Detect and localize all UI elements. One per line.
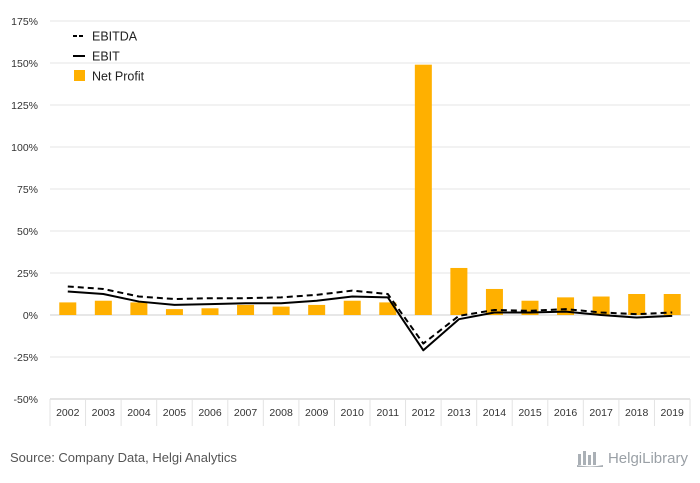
bar-net-profit xyxy=(272,306,290,315)
bar-net-profit xyxy=(130,302,148,315)
x-tick-label: 2010 xyxy=(341,407,365,419)
brand-name: HelgiLibrary xyxy=(607,449,688,467)
library-icon xyxy=(576,451,603,467)
grid xyxy=(50,20,690,400)
x-tick-label: 2016 xyxy=(554,407,578,419)
x-tick-label: 2008 xyxy=(269,407,293,419)
bar-net-profit xyxy=(663,294,681,315)
x-tick-label: 2014 xyxy=(483,407,507,419)
y-tick-label: 175% xyxy=(11,16,38,28)
legend: EBITDA EBIT Net Profit xyxy=(73,30,145,84)
bar-net-profit xyxy=(201,308,219,315)
x-tick-label: 2012 xyxy=(412,407,436,419)
y-tick-label: 50% xyxy=(17,226,38,238)
bar-net-profit xyxy=(414,64,432,316)
legend-label: EBITDA xyxy=(92,30,138,44)
bar-net-profit xyxy=(485,288,503,315)
bar-net-profit xyxy=(628,294,646,315)
helgi-library-logo[interactable]: HelgiLibrary xyxy=(576,448,688,468)
bar-net-profit xyxy=(308,304,326,315)
line-ebitda xyxy=(67,285,673,345)
line-ebit xyxy=(67,290,673,352)
bar-net-profit xyxy=(94,300,112,315)
legend-swatch xyxy=(74,70,85,81)
y-tick-label: 0% xyxy=(23,310,38,322)
x-tick-label: 2019 xyxy=(661,407,685,419)
y-tick-label: -50% xyxy=(13,394,38,406)
bar-net-profit xyxy=(165,309,183,315)
bar-net-profit xyxy=(343,300,361,315)
x-tick-label: 2002 xyxy=(56,407,80,419)
x-tick-label: 2017 xyxy=(589,407,613,419)
x-tick-label: 2006 xyxy=(198,407,222,419)
bar-net-profit xyxy=(379,302,397,315)
x-tick-label: 2009 xyxy=(305,407,329,419)
x-tick-label: 2003 xyxy=(92,407,116,419)
y-tick-label: -25% xyxy=(13,352,38,364)
x-tick-label: 2011 xyxy=(376,407,399,419)
legend-label: Net Profit xyxy=(92,70,145,84)
y-tick-label: 25% xyxy=(17,268,38,280)
y-tick-label: 125% xyxy=(11,100,38,112)
x-tick-label: 2005 xyxy=(163,407,187,419)
x-tick-label: 2018 xyxy=(625,407,649,419)
bar-net-profit xyxy=(592,296,610,315)
y-tick-label: 75% xyxy=(17,184,38,196)
lines xyxy=(67,285,673,352)
bar-net-profit xyxy=(450,267,468,315)
axes: -50% -25% 0% 25% 50% 75% 100% 125% 150% 175% 2002 2… xyxy=(11,16,691,426)
x-tick-label: 2013 xyxy=(447,407,471,419)
x-tick-label: 2007 xyxy=(234,407,258,419)
y-tick-label: 100% xyxy=(11,142,38,154)
y-tick-label: 150% xyxy=(11,58,38,70)
source-note: Source: Company Data, Helgi Analytics xyxy=(10,450,237,465)
x-tick-label: 2004 xyxy=(127,407,151,419)
x-tick-label: 2015 xyxy=(518,407,542,419)
bar-net-profit xyxy=(557,297,575,315)
bars-net-profit xyxy=(59,64,681,316)
bar-net-profit xyxy=(59,302,77,315)
legend-label: EBIT xyxy=(92,50,120,64)
bar-net-profit xyxy=(237,304,255,315)
